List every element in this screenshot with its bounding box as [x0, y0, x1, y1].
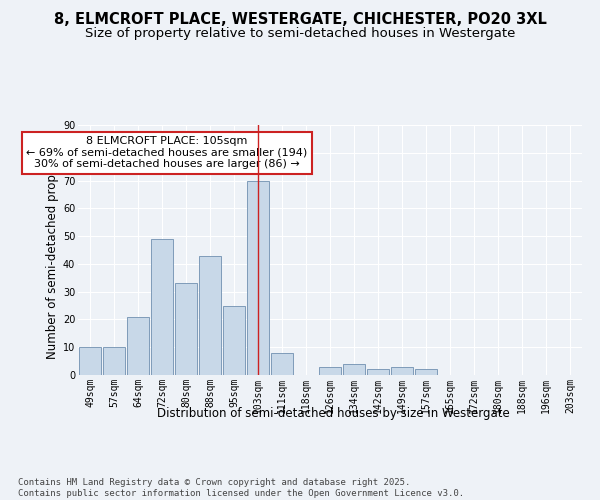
Y-axis label: Number of semi-detached properties: Number of semi-detached properties — [46, 140, 59, 360]
Text: Distribution of semi-detached houses by size in Westergate: Distribution of semi-detached houses by … — [157, 408, 509, 420]
Bar — [79, 347, 101, 375]
Bar — [247, 180, 269, 375]
Text: Size of property relative to semi-detached houses in Westergate: Size of property relative to semi-detach… — [85, 28, 515, 40]
Text: 8, ELMCROFT PLACE, WESTERGATE, CHICHESTER, PO20 3XL: 8, ELMCROFT PLACE, WESTERGATE, CHICHESTE… — [53, 12, 547, 28]
Bar — [151, 239, 173, 375]
Bar — [343, 364, 365, 375]
Bar — [127, 316, 149, 375]
Text: Contains HM Land Registry data © Crown copyright and database right 2025.
Contai: Contains HM Land Registry data © Crown c… — [18, 478, 464, 498]
Bar — [271, 353, 293, 375]
Bar — [103, 347, 125, 375]
Bar — [223, 306, 245, 375]
Text: 8 ELMCROFT PLACE: 105sqm
← 69% of semi-detached houses are smaller (194)
30% of : 8 ELMCROFT PLACE: 105sqm ← 69% of semi-d… — [26, 136, 307, 170]
Bar — [367, 370, 389, 375]
Bar — [319, 366, 341, 375]
Bar — [175, 284, 197, 375]
Bar — [415, 370, 437, 375]
Bar — [391, 366, 413, 375]
Bar — [199, 256, 221, 375]
